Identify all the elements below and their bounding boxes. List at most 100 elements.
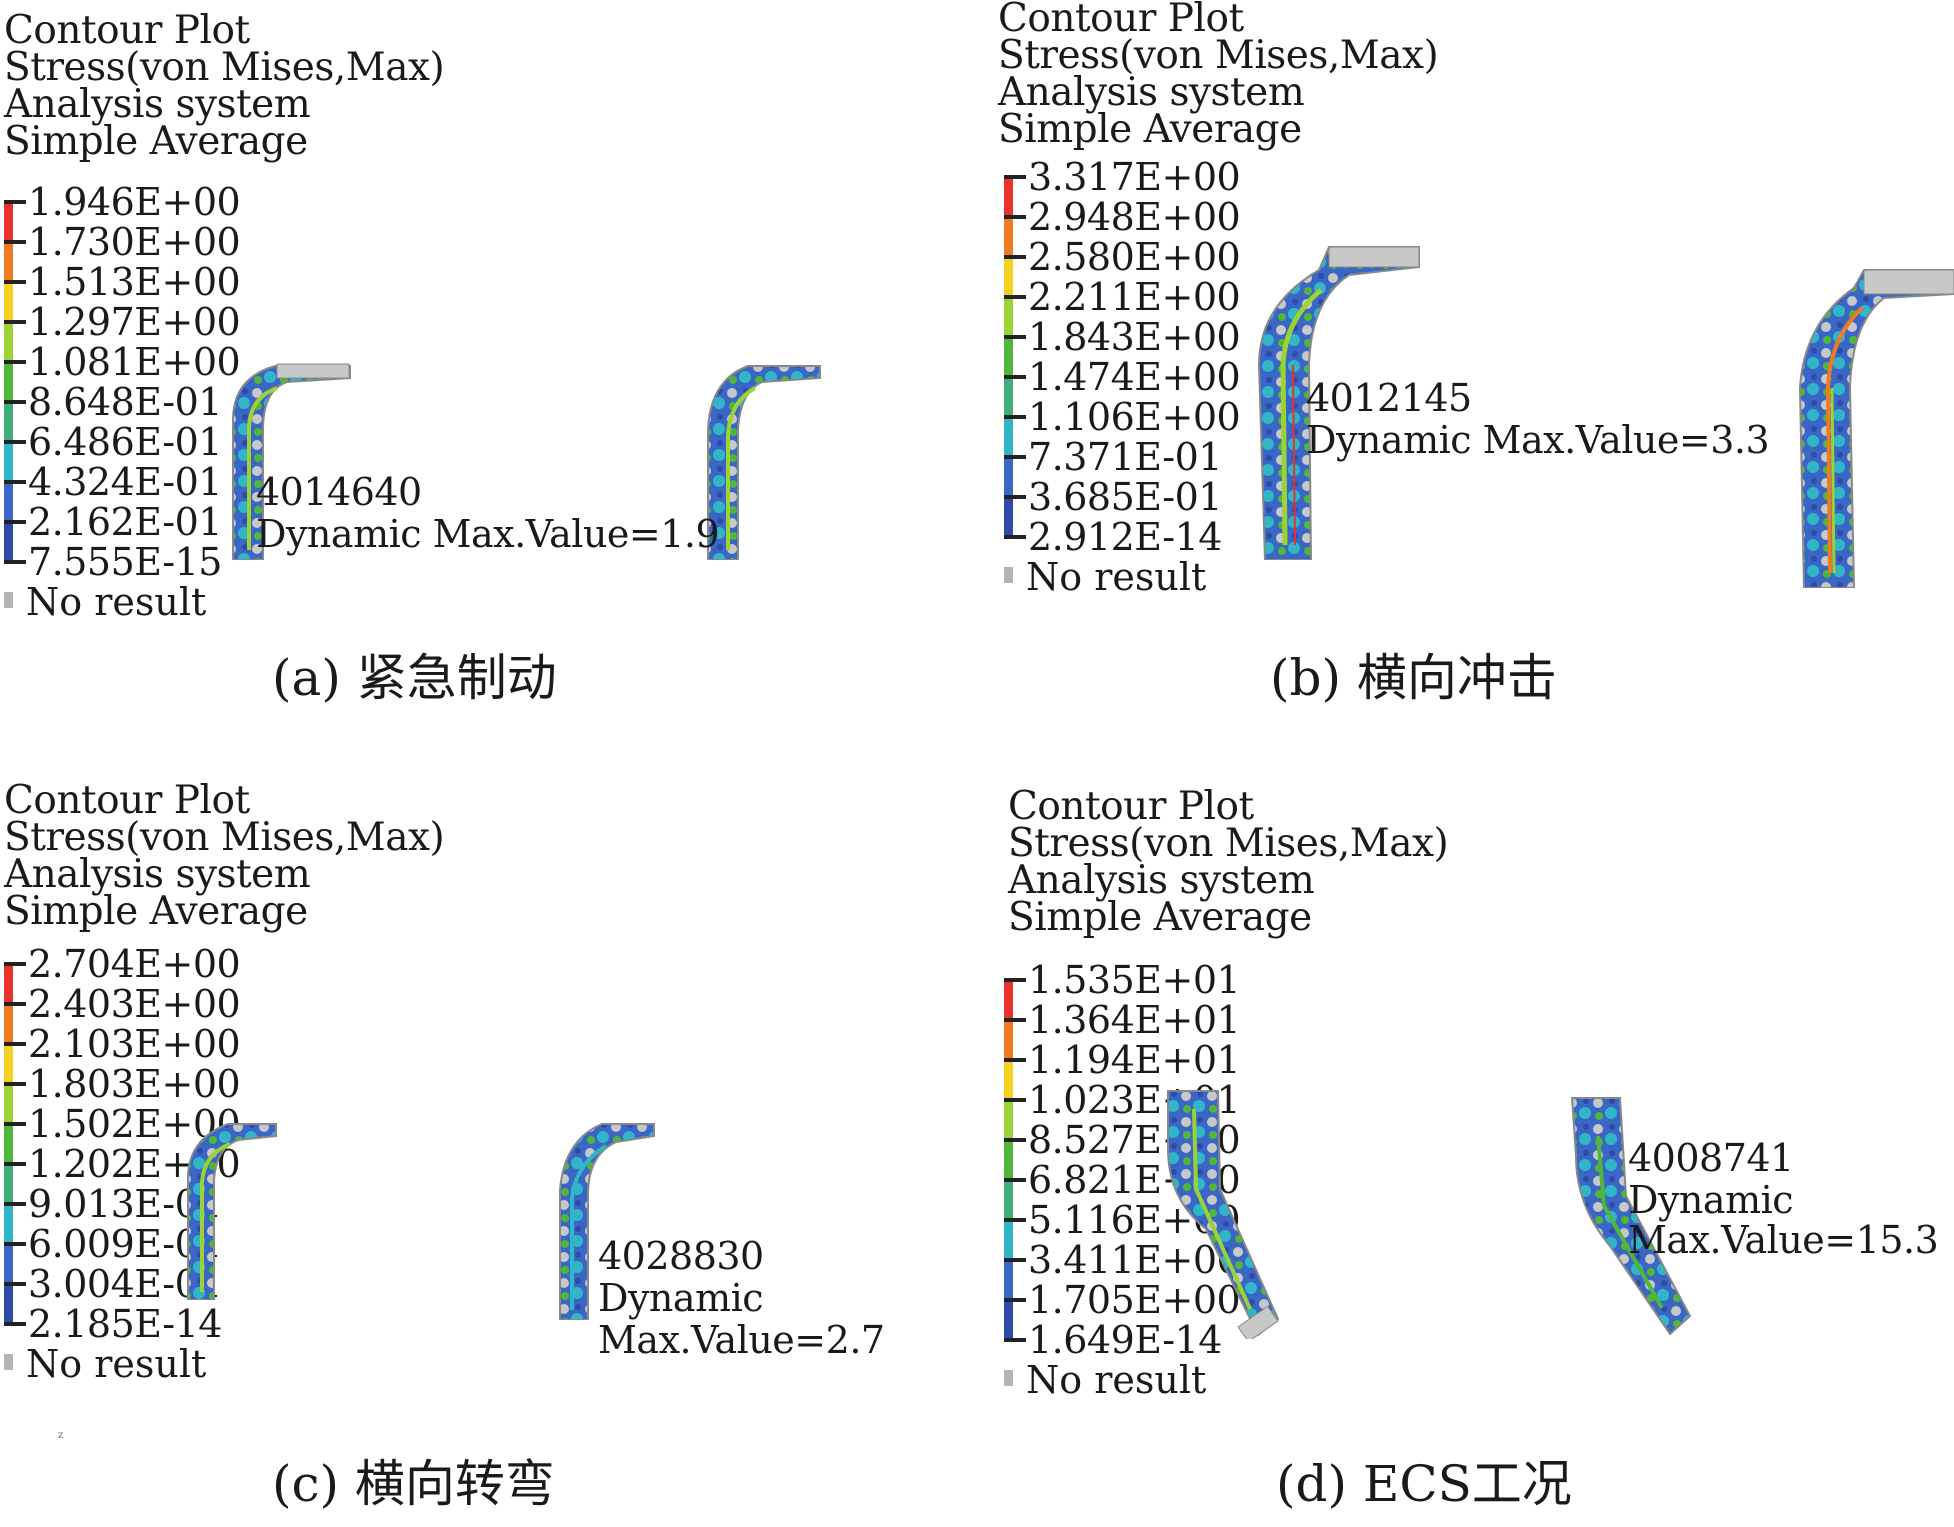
legend-level-label: 8.648E-01 bbox=[28, 380, 222, 424]
legend-color-band bbox=[4, 963, 13, 1005]
legend-color-band bbox=[4, 1283, 13, 1325]
legend-color-band bbox=[1004, 376, 1013, 418]
header-line-result: Stress(von Mises,Max) bbox=[1008, 821, 1449, 866]
part-view-front bbox=[1167, 1090, 1280, 1339]
legend-color-band bbox=[1004, 296, 1013, 338]
part-view-rear bbox=[707, 365, 821, 560]
legend-color-band bbox=[1004, 1099, 1013, 1141]
legend-tick bbox=[4, 200, 26, 204]
legend-color-band bbox=[1004, 416, 1013, 458]
legend-tick bbox=[1004, 1258, 1026, 1262]
panel-a: Contour Plot Stress(von Mises,Max) Analy… bbox=[0, 0, 977, 763]
legend-color-band bbox=[1004, 1019, 1013, 1061]
legend-tick bbox=[4, 1042, 26, 1046]
legend-color-band bbox=[4, 1043, 13, 1085]
legend-level-label: 1.474E+00 bbox=[1028, 355, 1241, 399]
legend-level-label: 1.843E+00 bbox=[1028, 315, 1241, 359]
legend-level-label: 1.364E+01 bbox=[1028, 998, 1241, 1042]
header-line-result: Stress(von Mises,Max) bbox=[4, 45, 445, 90]
legend-level-label: 1.081E+00 bbox=[28, 340, 241, 384]
legend-color-band bbox=[4, 201, 13, 243]
legend-no-result-swatch bbox=[1004, 1370, 1013, 1386]
legend-tick bbox=[4, 320, 26, 324]
legend-color-band bbox=[4, 241, 13, 283]
legend-tick bbox=[1004, 1138, 1026, 1142]
legend-tick bbox=[1004, 1298, 1026, 1302]
legend-level-label: 2.185E-14 bbox=[28, 1302, 222, 1346]
panel-d: Contour Plot Stress(von Mises,Max) Analy… bbox=[994, 764, 1954, 1527]
part-view-front bbox=[232, 363, 351, 560]
legend-color-band bbox=[4, 321, 13, 363]
legend-level-label: 2.948E+00 bbox=[1028, 195, 1241, 239]
legend-color-band bbox=[1004, 979, 1013, 1021]
legend-level-label: 1.649E-14 bbox=[1028, 1318, 1222, 1362]
header-line-title: Contour Plot bbox=[998, 0, 1244, 41]
legend-level-label: 6.486E-01 bbox=[28, 420, 222, 464]
legend-color-band bbox=[1004, 1299, 1013, 1341]
header-line-system: Analysis system bbox=[1008, 858, 1315, 903]
legend-tick bbox=[1004, 415, 1026, 419]
legend-level-label: 2.580E+00 bbox=[1028, 235, 1241, 279]
legend-tick bbox=[4, 560, 26, 564]
legend-level-label: 3.411E+00 bbox=[1028, 1238, 1241, 1282]
axis-triad-label: z bbox=[58, 1430, 64, 1441]
legend-color-band bbox=[1004, 1179, 1013, 1221]
legend-tick bbox=[4, 400, 26, 404]
legend-no-result-swatch bbox=[4, 1354, 13, 1370]
legend-color-band bbox=[4, 1243, 13, 1285]
plot-header: Contour Plot Stress(von Mises,Max) Analy… bbox=[4, 778, 445, 934]
legend-tick bbox=[1004, 978, 1026, 982]
header-line-system: Analysis system bbox=[4, 82, 311, 127]
legend-color-band bbox=[1004, 496, 1013, 538]
legend-no-result-label: No result bbox=[26, 1342, 207, 1386]
legend-tick bbox=[1004, 535, 1026, 539]
legend-tick bbox=[4, 1242, 26, 1246]
legend-level-label: 2.912E-14 bbox=[1028, 515, 1222, 559]
legend-level-label: 1.194E+01 bbox=[1028, 1038, 1241, 1082]
legend-tick bbox=[4, 1282, 26, 1286]
legend-tick bbox=[4, 440, 26, 444]
legend-level-label: 7.371E-01 bbox=[1028, 435, 1222, 479]
legend-tick bbox=[1004, 175, 1026, 179]
header-line-averaging: Simple Average bbox=[4, 889, 308, 934]
node-id-label: 4014640 bbox=[256, 470, 422, 514]
panel-b: Contour Plot Stress(von Mises,Max) Analy… bbox=[994, 0, 1954, 763]
header-line-title: Contour Plot bbox=[4, 778, 250, 823]
caption-b: (b) 横向冲击 bbox=[1270, 649, 1557, 707]
legend-color-band bbox=[1004, 176, 1013, 218]
legend-color-band bbox=[1004, 1259, 1013, 1301]
max-value-label-line2: Max.Value=15.3 bbox=[1628, 1218, 1939, 1262]
node-id-label: 4012145 bbox=[1306, 376, 1472, 420]
legend-tick bbox=[4, 1202, 26, 1206]
legend-tick bbox=[1004, 335, 1026, 339]
legend-tick bbox=[4, 1162, 26, 1166]
legend-tick bbox=[1004, 1218, 1026, 1222]
legend-level-label: 2.704E+00 bbox=[28, 942, 241, 986]
legend-tick bbox=[4, 280, 26, 284]
legend-tick bbox=[4, 1122, 26, 1126]
legend-tick bbox=[4, 1082, 26, 1086]
max-value-label-line1: Dynamic bbox=[1628, 1178, 1794, 1222]
legend-level-label: 1.513E+00 bbox=[28, 260, 241, 304]
legend-no-result-label: No result bbox=[26, 580, 207, 624]
legend-level-label: 3.685E-01 bbox=[1028, 475, 1222, 519]
header-line-title: Contour Plot bbox=[4, 8, 250, 53]
legend-color-band bbox=[4, 1083, 13, 1125]
legend-color-band bbox=[4, 1123, 13, 1165]
legend-tick bbox=[1004, 1018, 1026, 1022]
legend-tick bbox=[1004, 375, 1026, 379]
legend-tick bbox=[4, 1002, 26, 1006]
legend-tick bbox=[4, 962, 26, 966]
legend-level-label: 1.705E+00 bbox=[1028, 1278, 1241, 1322]
legend-tick bbox=[1004, 455, 1026, 459]
header-line-system: Analysis system bbox=[998, 70, 1305, 115]
part-view-rear bbox=[1798, 269, 1954, 588]
max-value-label-line1: Dynamic bbox=[598, 1276, 764, 1320]
legend-no-result-label: No result bbox=[1026, 1358, 1207, 1402]
header-line-title: Contour Plot bbox=[1008, 784, 1254, 829]
plot-header: Contour Plot Stress(von Mises,Max) Analy… bbox=[4, 8, 445, 161]
legend-tick bbox=[1004, 295, 1026, 299]
legend-tick bbox=[4, 480, 26, 484]
header-line-averaging: Simple Average bbox=[1008, 895, 1312, 940]
max-value-label-line2: Max.Value=2.7 bbox=[598, 1318, 885, 1362]
